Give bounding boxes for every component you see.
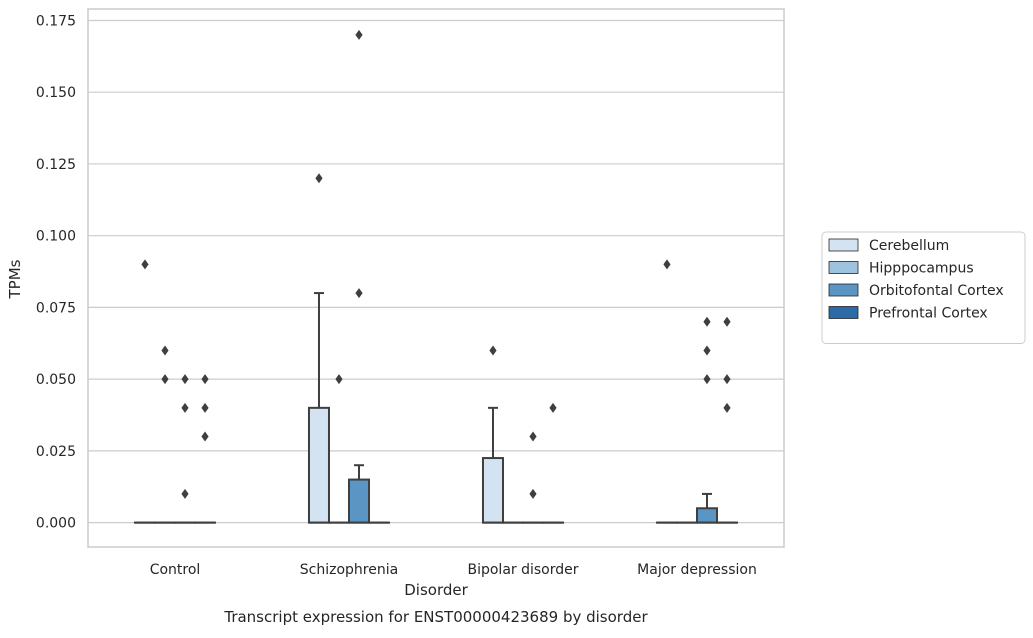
outlier-point: [529, 489, 536, 499]
box-group: [717, 317, 737, 523]
axis-layer: 0.000 0.025 0.050 0.075 0.100 0.125 0.150 0.175…: [36, 13, 757, 578]
legend-label: Cerebellum: [869, 238, 949, 254]
outlier-point: [181, 374, 188, 384]
outlier-point: [355, 30, 362, 40]
y-tick-label: 0.125: [36, 157, 76, 173]
outlier-point: [489, 345, 496, 355]
outlier-point: [703, 374, 710, 384]
box-group: [543, 403, 563, 523]
box: [349, 480, 369, 523]
box-group: [175, 374, 195, 522]
outlier-point: [723, 317, 730, 327]
box-group: [309, 173, 329, 522]
outlier-point: [315, 173, 322, 183]
outlier-point: [181, 489, 188, 499]
outlier-point: [161, 345, 168, 355]
box: [697, 508, 717, 522]
legend-label: Prefrontal Cortex: [869, 306, 988, 322]
legend-label: Hipppocampus: [869, 261, 974, 277]
y-axis-label: TPMs: [6, 259, 24, 299]
box-group: [155, 345, 175, 522]
outlier-point: [355, 288, 362, 298]
legend-swatch: [829, 262, 858, 274]
box-group: [483, 345, 503, 522]
outlier-point: [181, 403, 188, 413]
legend-label: Orbitofontal Cortex: [869, 283, 1004, 299]
outlier-point: [529, 432, 536, 442]
box: [309, 408, 329, 523]
outlier-point: [335, 374, 342, 384]
x-tick-label: Major depression: [637, 562, 757, 578]
outlier-point: [723, 374, 730, 384]
data-layer: [135, 30, 737, 523]
legend-swatch: [829, 284, 858, 296]
y-tick-label: 0.150: [36, 85, 76, 101]
outlier-point: [201, 432, 208, 442]
legend-swatch: [829, 307, 858, 319]
y-tick-label: 0.175: [36, 13, 76, 29]
box-group: [523, 432, 543, 523]
outlier-point: [723, 403, 730, 413]
plot-frame: [88, 9, 784, 547]
outlier-point: [703, 317, 710, 327]
box-group: [697, 317, 717, 523]
box-group: [349, 30, 369, 523]
x-tick-label: Bipolar disorder: [467, 562, 578, 578]
chart-caption: Transcript expression for ENST0000042368…: [223, 608, 648, 626]
box-group: [657, 259, 677, 522]
legend-swatch: [829, 239, 858, 251]
outlier-point: [161, 374, 168, 384]
legend: Cerebellum Hipppocampus Orbitofontal Corte…: [822, 232, 1025, 344]
x-axis-label: Disorder: [404, 581, 468, 599]
outlier-point: [141, 259, 148, 269]
box-group: [135, 259, 155, 522]
y-tick-label: 0.000: [36, 516, 76, 532]
box: [483, 458, 503, 523]
box-group: [195, 374, 215, 522]
outlier-point: [703, 345, 710, 355]
outlier-point: [201, 374, 208, 384]
outlier-point: [201, 403, 208, 413]
y-tick-label: 0.025: [36, 444, 76, 460]
y-tick-label: 0.075: [36, 300, 76, 316]
box-group: [329, 374, 349, 522]
y-tick-label: 0.100: [36, 229, 76, 245]
x-tick-label: Control: [150, 562, 201, 578]
x-tick-label: Schizophrenia: [300, 562, 398, 578]
grid-layer: [88, 20, 784, 522]
y-tick-label: 0.050: [36, 372, 76, 388]
outlier-point: [549, 403, 556, 413]
outlier-point: [663, 259, 670, 269]
